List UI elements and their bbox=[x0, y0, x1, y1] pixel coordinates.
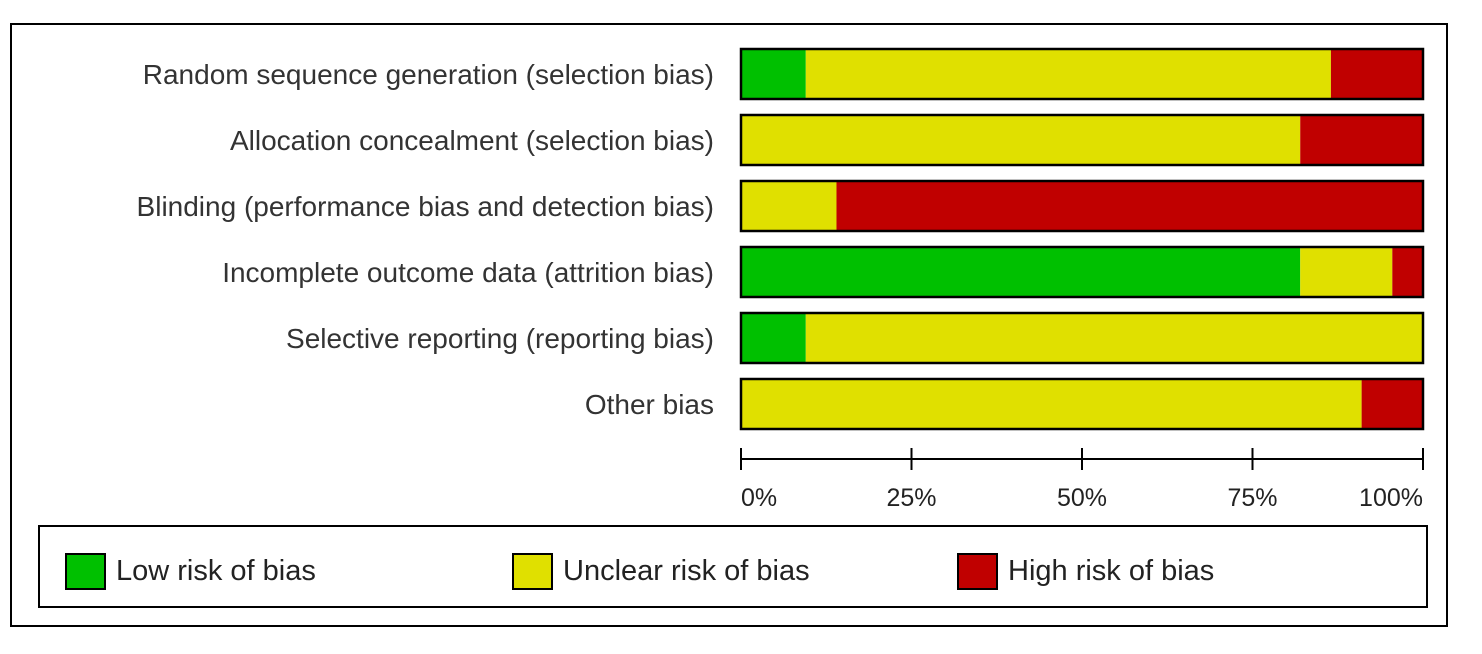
x-tick-label: 50% bbox=[1057, 484, 1107, 512]
legend-label-unclear: Unclear risk of bias bbox=[563, 554, 810, 587]
legend-swatch-unclear bbox=[512, 552, 553, 590]
chart-frame: Random sequence generation (selection bi… bbox=[10, 23, 1448, 627]
risk-of-bias-chart: Random sequence generation (selection bi… bbox=[137, 47, 1425, 512]
legend-label-high: High risk of bias bbox=[1008, 554, 1215, 587]
legend-item-low: Low risk of bias bbox=[65, 551, 316, 591]
bar-outline bbox=[739, 179, 1425, 233]
bar-segment-unclear bbox=[805, 49, 1331, 99]
legend-swatch-low bbox=[65, 552, 106, 590]
legend-label-low: Low risk of bias bbox=[116, 554, 316, 587]
bar-segment-low bbox=[741, 247, 1301, 297]
bar-segment-low bbox=[741, 49, 806, 99]
bar-segment-high bbox=[1392, 247, 1423, 297]
category-label: Other bias bbox=[585, 389, 714, 420]
legend-item-unclear: Unclear risk of bias bbox=[512, 551, 810, 591]
legend: Low risk of bias Unclear risk of bias Hi… bbox=[38, 525, 1428, 608]
bar-outline bbox=[739, 47, 1425, 101]
bar-segment-unclear bbox=[741, 181, 837, 231]
x-tick-label: 0% bbox=[741, 484, 777, 512]
category-label: Blinding (performance bias and detection… bbox=[137, 191, 714, 222]
bar-outline bbox=[739, 113, 1425, 167]
bar-segment-unclear bbox=[741, 115, 1301, 165]
category-label: Allocation concealment (selection bias) bbox=[230, 125, 714, 156]
x-tick-label: 25% bbox=[886, 484, 936, 512]
legend-swatch-high bbox=[957, 552, 998, 590]
x-tick-label: 100% bbox=[1359, 484, 1423, 512]
bar-segment-low bbox=[741, 313, 806, 363]
bar-segment-high bbox=[1300, 115, 1423, 165]
category-label: Random sequence generation (selection bi… bbox=[143, 59, 714, 90]
category-label: Selective reporting (reporting bias) bbox=[286, 323, 714, 354]
bar-outline bbox=[739, 245, 1425, 299]
legend-item-high: High risk of bias bbox=[957, 551, 1214, 591]
bar-outline bbox=[739, 377, 1425, 431]
bar-segment-unclear bbox=[1300, 247, 1393, 297]
bar-segment-high bbox=[1330, 49, 1423, 99]
bar-segment-high bbox=[1361, 379, 1423, 429]
bar-outline bbox=[739, 311, 1425, 365]
x-tick-label: 75% bbox=[1227, 484, 1277, 512]
bar-segment-high bbox=[836, 181, 1423, 231]
bar-segment-unclear bbox=[805, 313, 1423, 363]
bar-segment-unclear bbox=[741, 379, 1362, 429]
category-label: Incomplete outcome data (attrition bias) bbox=[222, 257, 714, 288]
